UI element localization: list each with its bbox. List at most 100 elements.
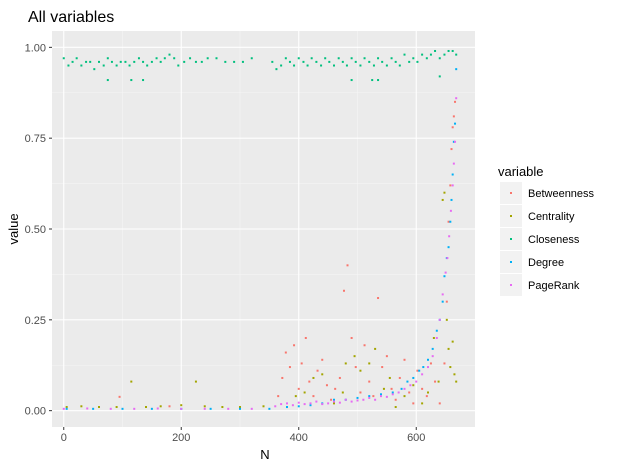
data-point — [200, 60, 203, 63]
data-point — [330, 398, 333, 401]
data-point — [124, 60, 127, 63]
data-point — [209, 407, 212, 410]
data-point — [350, 57, 353, 60]
data-point — [447, 246, 450, 249]
data-point — [268, 407, 271, 410]
data-point — [106, 57, 109, 60]
data-point — [451, 184, 454, 187]
data-point — [368, 396, 371, 399]
data-point — [128, 64, 131, 67]
data-point — [309, 404, 312, 407]
data-point — [390, 387, 393, 390]
data-point — [382, 387, 385, 390]
data-point — [434, 49, 437, 52]
data-point — [455, 53, 458, 56]
data-point — [221, 406, 224, 409]
data-point — [321, 373, 324, 376]
data-point — [344, 398, 347, 401]
data-point — [130, 79, 133, 82]
data-point — [380, 393, 382, 396]
data-point — [377, 79, 380, 82]
data-point — [137, 57, 140, 60]
data-point — [350, 336, 353, 339]
data-point — [354, 60, 357, 63]
data-point — [408, 391, 411, 394]
data-point — [431, 347, 434, 350]
data-point — [300, 362, 303, 365]
data-point — [449, 184, 452, 187]
data-point — [422, 366, 425, 369]
data-point — [341, 60, 344, 63]
data-point — [429, 53, 432, 56]
data-point — [271, 60, 274, 63]
data-point — [412, 384, 415, 387]
data-point — [374, 398, 377, 401]
data-point — [303, 391, 306, 394]
data-point — [321, 403, 324, 406]
data-point — [308, 380, 311, 383]
data-point — [133, 407, 136, 410]
data-point — [262, 405, 265, 408]
data-point — [441, 293, 444, 296]
data-point — [333, 398, 335, 401]
data-point — [359, 369, 362, 372]
data-point — [380, 395, 382, 398]
data-point — [280, 64, 283, 67]
axis-ticks: 0 200 400 600 0.00 0.25 0.50 0.75 1.00 — [25, 42, 426, 444]
legend-key-dot — [510, 192, 512, 194]
data-point — [455, 380, 458, 383]
data-point — [333, 64, 335, 67]
legend-key-dot — [510, 215, 512, 217]
data-point — [297, 401, 300, 404]
legend-label: PageRank — [528, 280, 580, 292]
data-point — [159, 60, 162, 63]
data-point — [368, 380, 371, 383]
data-point — [427, 366, 429, 369]
data-point — [425, 57, 428, 60]
data-point — [368, 60, 371, 63]
data-point — [119, 60, 122, 63]
data-point — [168, 405, 171, 408]
data-point — [449, 220, 452, 223]
x-axis-title: N — [260, 447, 269, 462]
y-tick-label: 0.50 — [25, 224, 46, 236]
data-point — [312, 376, 315, 379]
y-tick-label: 0.00 — [25, 406, 46, 418]
data-point — [450, 148, 453, 151]
data-point — [106, 79, 109, 82]
data-point — [194, 60, 197, 63]
data-point — [294, 395, 297, 398]
data-point — [288, 60, 291, 63]
data-point — [454, 140, 457, 143]
data-point — [444, 271, 447, 274]
legend-label: Closeness — [528, 234, 580, 246]
data-point — [447, 49, 450, 52]
data-point — [316, 369, 319, 372]
data-point — [451, 173, 454, 176]
data-point — [275, 68, 278, 71]
data-point — [92, 407, 95, 410]
series-closeness — [62, 49, 458, 82]
data-point — [130, 380, 133, 383]
data-point — [418, 369, 421, 372]
y-tick-label: 0.25 — [25, 315, 46, 327]
legend-key-dot — [510, 284, 512, 286]
data-point — [115, 64, 118, 67]
legend-key-dot — [510, 261, 512, 263]
data-point — [451, 49, 454, 52]
data-point — [203, 405, 206, 408]
data-point — [302, 60, 305, 63]
data-point — [446, 257, 449, 260]
data-point — [303, 403, 306, 406]
data-point — [239, 406, 241, 409]
data-point — [150, 407, 153, 410]
data-point — [362, 398, 365, 401]
data-point — [432, 336, 435, 339]
data-point — [65, 406, 68, 409]
grid-lines — [52, 31, 475, 427]
data-point — [353, 355, 356, 358]
data-point — [89, 60, 92, 63]
data-point — [227, 407, 230, 410]
data-point — [115, 406, 118, 409]
data-point — [233, 60, 236, 63]
